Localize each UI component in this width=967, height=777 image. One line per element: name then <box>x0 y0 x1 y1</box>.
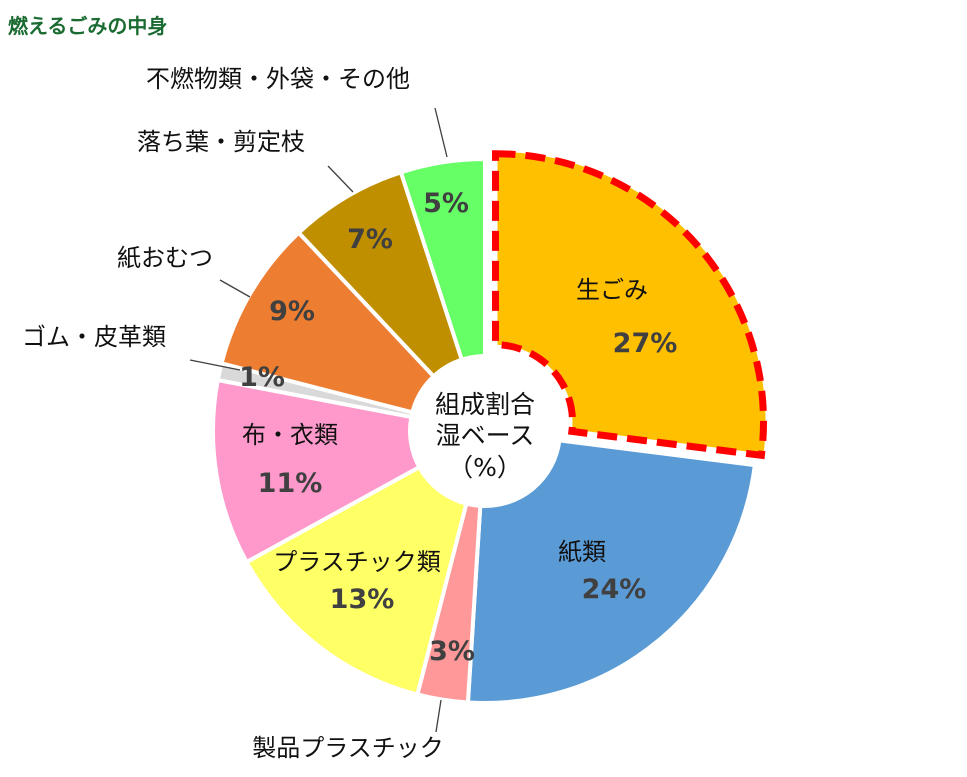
labels-layer: 生ごみ 27% 紙類 24% 製品プラスチック 3% プラスチック類 13% 布・衣類 11% ゴム… <box>22 65 677 762</box>
label-paper: 紙類 <box>558 538 606 566</box>
label-diapers: 紙おむつ <box>117 244 213 272</box>
slice-diapers <box>219 229 437 415</box>
label-plastics: プラスチック類 <box>273 548 441 576</box>
value-product-plastic: 3% <box>429 636 475 667</box>
slice-cloth <box>211 377 422 565</box>
slice-plastics <box>243 464 469 697</box>
center-label-line-3: （%） <box>448 453 522 482</box>
value-rubber-leather: 1% <box>239 362 285 393</box>
label-nama-gomi: 生ごみ <box>576 276 648 304</box>
slice-other <box>398 156 487 363</box>
leader-lines <box>189 107 448 733</box>
label-product-plastic: 製品プラスチック <box>252 734 444 762</box>
slice-paper <box>465 438 758 705</box>
label-cloth: 布・衣類 <box>242 421 338 449</box>
leader-line-diapers <box>219 279 251 298</box>
value-nama-gomi: 27% <box>613 328 678 359</box>
leader-line-leaves-branches <box>327 165 354 193</box>
value-other: 5% <box>423 188 469 219</box>
center-label: 組成割合 湿ベース （%） <box>435 390 535 482</box>
chart-title: 燃えるごみの中身 <box>8 14 168 38</box>
leader-line-rubber-leather <box>189 359 241 371</box>
label-rubber-leather: ゴム・皮革類 <box>22 323 166 351</box>
label-leaves-branches: 落ち葉・剪定枝 <box>137 128 305 156</box>
center-label-line-2: 湿ベース <box>436 421 535 450</box>
center-label-line-1: 組成割合 <box>435 390 535 419</box>
slices-layer <box>211 147 770 705</box>
leader-line-other <box>434 107 448 158</box>
value-paper: 24% <box>582 574 647 605</box>
value-diapers: 9% <box>269 296 315 327</box>
label-other: 不燃物類・外袋・その他 <box>146 65 410 93</box>
leader-line-product-plastic <box>435 699 442 733</box>
highlight-outline <box>492 150 767 460</box>
value-leaves-branches: 7% <box>347 224 393 255</box>
value-cloth: 11% <box>258 468 323 499</box>
value-plastics: 13% <box>330 584 395 615</box>
